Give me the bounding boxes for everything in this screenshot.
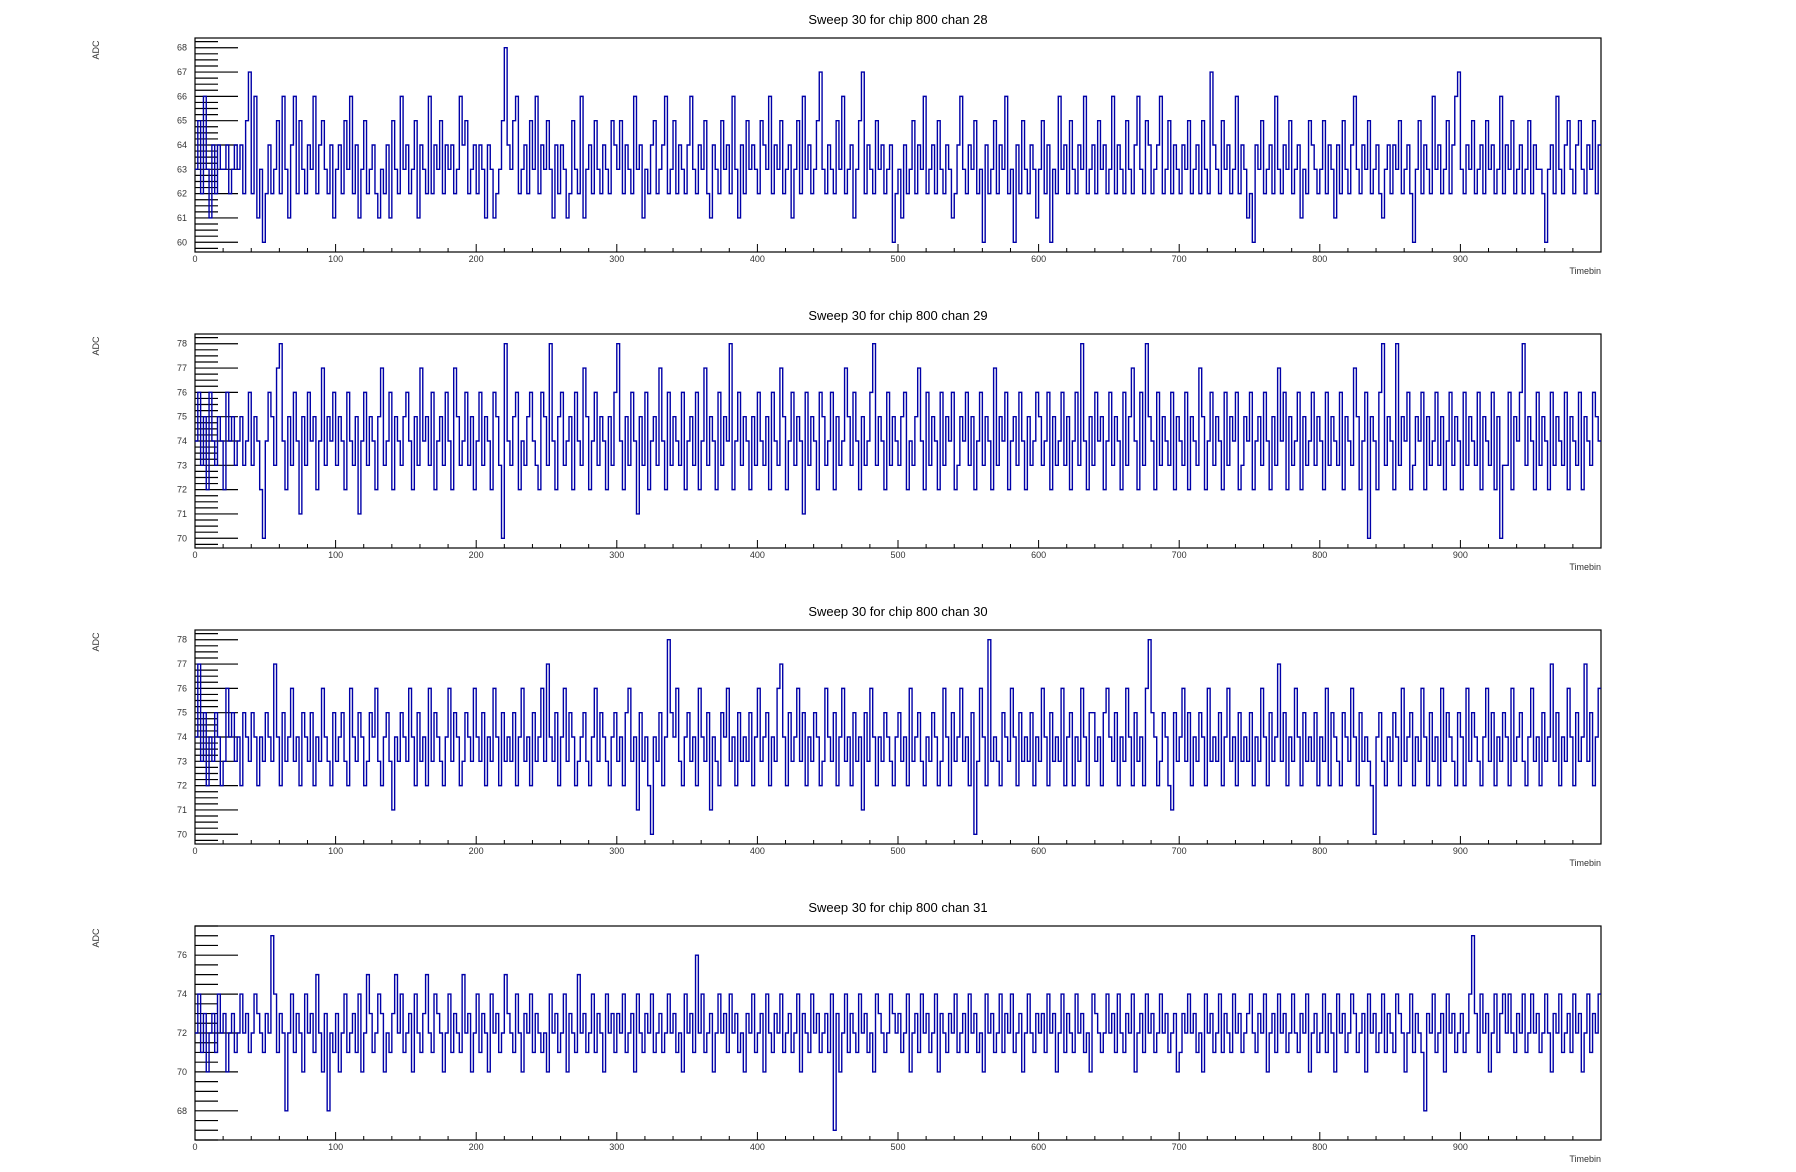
x-tick-label: 400	[750, 1142, 765, 1152]
y-tick-label: 76	[177, 950, 187, 960]
x-tick-label: 300	[609, 846, 624, 856]
y-tick-label: 72	[177, 781, 187, 791]
x-tick-label: 200	[469, 550, 484, 560]
y-tick-label: 75	[177, 412, 187, 422]
y-axis-label: ADC	[91, 928, 101, 948]
x-tick-label: 700	[1172, 254, 1187, 264]
histogram-series-line	[195, 343, 1601, 539]
x-tick-label: 700	[1172, 550, 1187, 560]
panel-chan-29: Sweep 30 for chip 800 chan 29 Timebin AD…	[91, 308, 1602, 572]
y-tick-label: 60	[177, 237, 187, 247]
y-tick-label: 61	[177, 213, 187, 223]
x-tick-label: 800	[1312, 846, 1327, 856]
x-axis-label: Timebin	[1569, 562, 1601, 572]
y-axis-label: ADC	[91, 632, 101, 652]
y-tick-label: 74	[177, 436, 187, 446]
y-tick-label: 65	[177, 116, 187, 126]
y-tick-label: 73	[177, 460, 187, 470]
y-tick-label: 77	[177, 363, 187, 373]
x-tick-label: 700	[1172, 846, 1187, 856]
x-tick-label: 300	[609, 1142, 624, 1152]
x-tick-label: 800	[1312, 1142, 1327, 1152]
x-tick-label: 900	[1453, 550, 1468, 560]
x-tick-label: 900	[1453, 254, 1468, 264]
y-tick-label: 78	[177, 339, 187, 349]
x-tick-label: 600	[1031, 254, 1046, 264]
y-tick-label: 70	[177, 829, 187, 839]
x-tick-label: 100	[328, 846, 343, 856]
y-tick-label: 67	[177, 67, 187, 77]
x-tick-label: 800	[1312, 550, 1327, 560]
x-tick-label: 100	[328, 254, 343, 264]
y-tick-label: 64	[177, 140, 187, 150]
chart-title: Sweep 30 for chip 800 chan 29	[808, 308, 987, 323]
y-tick-label: 71	[177, 509, 187, 519]
panel-chan-28: Sweep 30 for chip 800 chan 28 Timebin AD…	[91, 12, 1602, 276]
chart-title: Sweep 30 for chip 800 chan 31	[808, 900, 987, 915]
x-tick-label: 500	[890, 1142, 905, 1152]
x-tick-label: 200	[469, 1142, 484, 1152]
y-tick-label: 71	[177, 805, 187, 815]
x-tick-label: 0	[192, 1142, 197, 1152]
panel-chan-30: Sweep 30 for chip 800 chan 30 Timebin AD…	[91, 604, 1602, 868]
x-tick-label: 500	[890, 550, 905, 560]
x-tick-label: 100	[328, 1142, 343, 1152]
x-tick-label: 100	[328, 550, 343, 560]
y-tick-label: 75	[177, 708, 187, 718]
y-tick-label: 70	[177, 533, 187, 543]
y-tick-label: 66	[177, 91, 187, 101]
x-tick-label: 300	[609, 254, 624, 264]
y-tick-label: 62	[177, 189, 187, 199]
y-tick-label: 73	[177, 756, 187, 766]
x-tick-label: 800	[1312, 254, 1327, 264]
histogram-series-line	[195, 47, 1601, 243]
x-axis-label: Timebin	[1569, 266, 1601, 276]
y-tick-label: 63	[177, 164, 187, 174]
y-tick-label: 72	[177, 485, 187, 495]
x-axis-label: Timebin	[1569, 1154, 1601, 1164]
y-tick-label: 68	[177, 1106, 187, 1116]
x-tick-label: 600	[1031, 846, 1046, 856]
y-tick-label: 68	[177, 43, 187, 53]
x-tick-label: 600	[1031, 1142, 1046, 1152]
x-tick-label: 200	[469, 846, 484, 856]
x-tick-label: 900	[1453, 846, 1468, 856]
x-tick-label: 300	[609, 550, 624, 560]
x-tick-label: 400	[750, 254, 765, 264]
y-tick-label: 76	[177, 683, 187, 693]
x-tick-label: 400	[750, 550, 765, 560]
x-tick-label: 200	[469, 254, 484, 264]
x-tick-label: 600	[1031, 550, 1046, 560]
y-tick-label: 72	[177, 1028, 187, 1038]
panel-chan-31: Sweep 30 for chip 800 chan 31 Timebin AD…	[91, 900, 1602, 1164]
y-tick-label: 74	[177, 732, 187, 742]
chart-title: Sweep 30 for chip 800 chan 28	[808, 12, 987, 27]
x-tick-label: 0	[192, 846, 197, 856]
y-tick-label: 78	[177, 635, 187, 645]
x-tick-label: 700	[1172, 1142, 1187, 1152]
y-axis-label: ADC	[91, 40, 101, 60]
x-tick-label: 400	[750, 846, 765, 856]
histogram-series-line	[195, 639, 1601, 835]
x-tick-label: 0	[192, 550, 197, 560]
chart-title: Sweep 30 for chip 800 chan 30	[808, 604, 987, 619]
y-tick-label: 76	[177, 387, 187, 397]
x-tick-label: 0	[192, 254, 197, 264]
y-tick-label: 77	[177, 659, 187, 669]
x-axis-label: Timebin	[1569, 858, 1601, 868]
y-tick-label: 70	[177, 1067, 187, 1077]
x-tick-label: 500	[890, 254, 905, 264]
x-tick-label: 900	[1453, 1142, 1468, 1152]
y-axis-label: ADC	[91, 336, 101, 356]
histogram-series-line	[195, 935, 1601, 1131]
y-tick-label: 74	[177, 989, 187, 999]
x-tick-label: 500	[890, 846, 905, 856]
